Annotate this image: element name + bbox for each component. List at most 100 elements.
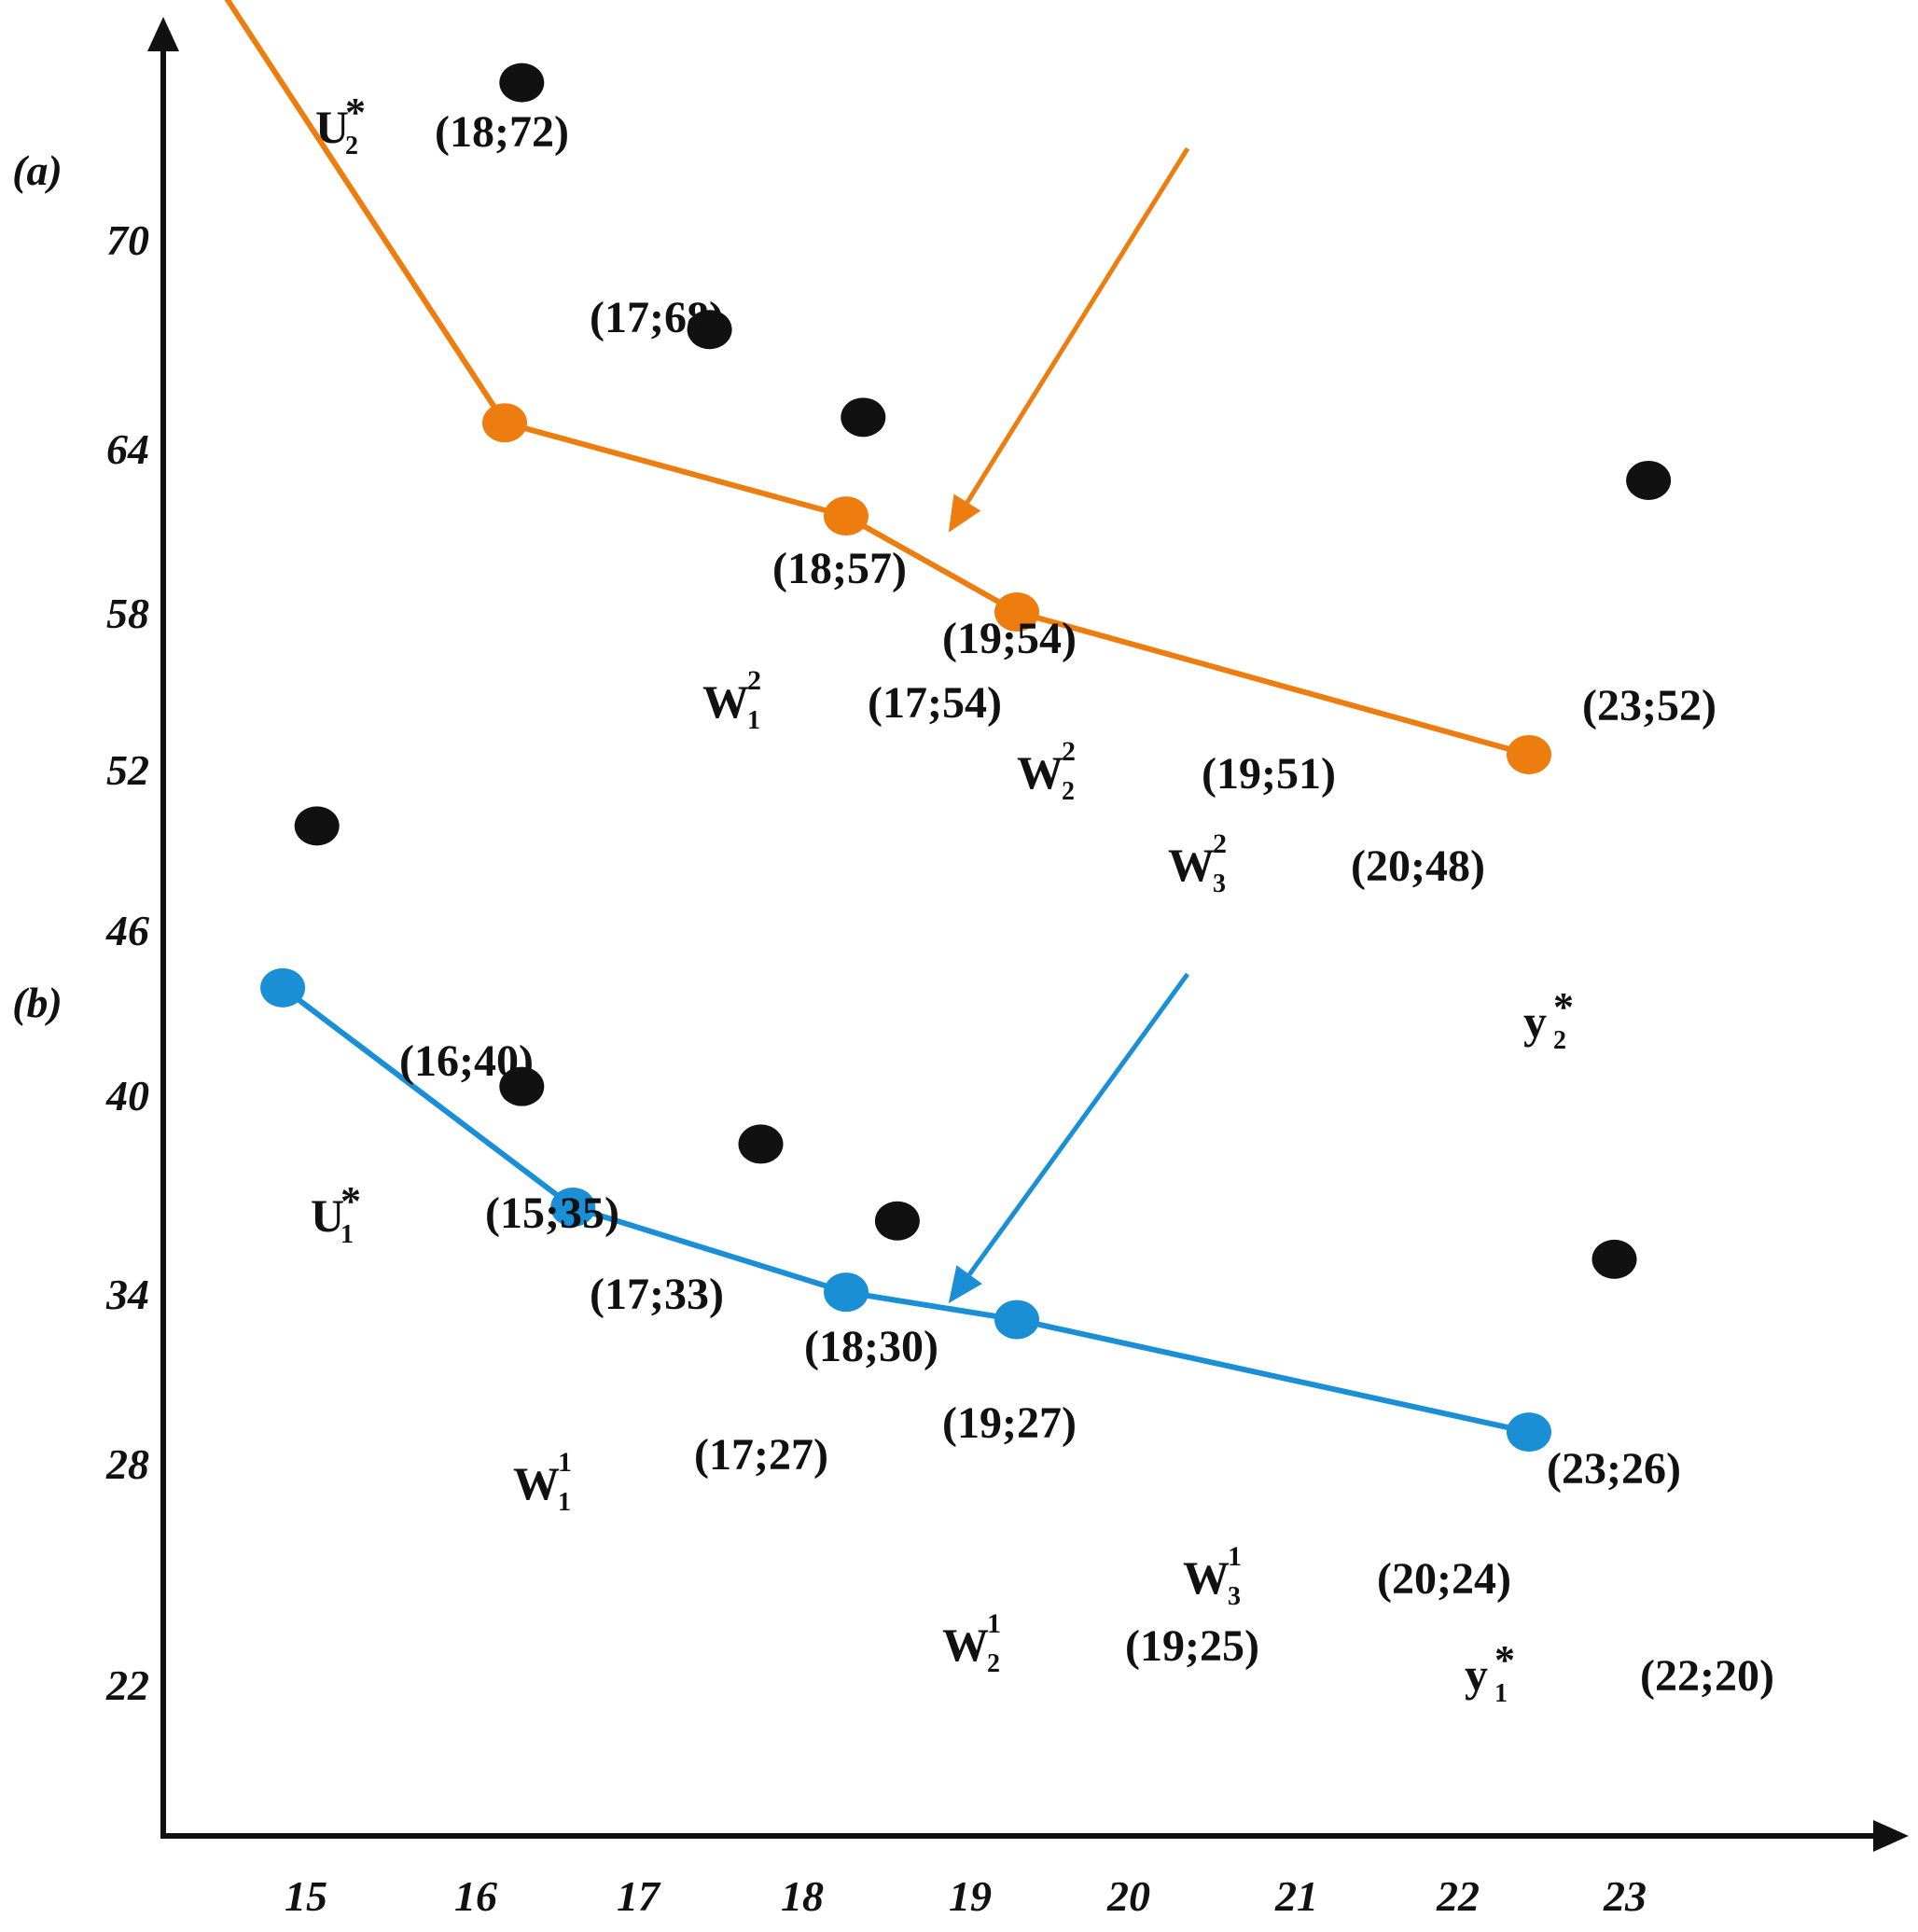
point-coordinate-label: (17;33) [590,1270,724,1319]
point-coordinate-label: (23;26) [1547,1444,1681,1494]
data-point [1626,460,1672,500]
y-tick-label: 58 [106,590,149,637]
series-point [482,403,527,443]
x-tick-label: 19 [949,1872,992,1920]
series-point [1507,1412,1551,1452]
point-coordinate-label: (17;54) [868,678,1002,728]
point-coordinate-label: (22;20) [1640,1651,1774,1701]
point-symbol-subscript: 1 [558,1488,571,1517]
x-tick-label: 21 [1274,1872,1318,1920]
point-symbol-label: W [1168,839,1215,891]
x-tick-label: 20 [1106,1872,1150,1920]
point-symbol-label: U [311,1189,344,1242]
data-point [294,806,340,846]
point-coordinate-label: (19;25) [1125,1621,1259,1671]
point-symbol-label: W [513,1457,560,1509]
series-point [1507,734,1551,774]
point-coordinate-label: (16;40) [399,1036,534,1086]
panel-label: (a) [12,146,63,194]
series-point [994,1300,1039,1340]
panel-label: (b) [12,979,63,1026]
point-symbol-label: W [1017,746,1063,799]
series-lines [224,0,1530,1436]
x-tick-label: 17 [617,1872,661,1920]
series-point [824,1272,869,1313]
arrow-head [948,493,981,533]
point-symbol-subscript: 2 [1062,777,1075,806]
y-axis-arrowhead [147,17,179,51]
arrow-shaft [965,146,1190,504]
point-labels: (18;72) (17;68) (18;57) (19;54) (23;52) (16;4… [311,90,1774,1708]
arrow-head [948,1265,982,1303]
panel-labels: (a) (b) [12,146,63,1026]
series-line [224,0,1530,758]
y-tick-label: 52 [106,746,149,794]
point-symbol-superscript: 2 [747,665,761,696]
point-coordinate-label: (15;35) [485,1188,619,1238]
point-symbol-label: y [1523,995,1547,1048]
point-symbol-subscript: 3 [1213,869,1226,898]
point-coordinate-label: (20;48) [1351,841,1485,891]
point-coordinate-label: (19;51) [1202,749,1336,799]
x-axis-arrowhead [1873,1820,1909,1852]
point-coordinate-label: (17;27) [694,1430,828,1480]
x-tick-label: 18 [781,1872,824,1920]
x-tick-label: 22 [1436,1872,1480,1920]
point-symbol-superscript: 2 [1213,828,1227,859]
y-tick-label: 28 [105,1440,149,1488]
point-symbol-subscript: 1 [747,706,760,735]
data-point [499,63,545,103]
data-point [738,1124,784,1164]
x-tick-label: 15 [285,1872,327,1920]
point-symbol-superscript: * [1494,1637,1515,1683]
point-symbol-label: y [1465,1648,1488,1701]
y-tick-label: 70 [106,216,149,264]
point-coordinate-label: (18;30) [804,1322,938,1371]
point-symbol-label: U [315,101,349,153]
point-symbol-superscript: * [341,1178,361,1224]
point-symbol-label: W [942,1619,989,1671]
point-symbol-label: W [702,675,749,728]
point-symbol-superscript: * [1553,984,1574,1030]
point-symbol-subscript: 2 [345,132,358,160]
point-symbol-subscript: 2 [1553,1026,1566,1055]
axes [147,17,1909,1852]
point-symbol-subscript: 1 [1494,1679,1508,1708]
x-tick-label: 23 [1603,1872,1647,1920]
point-coordinate-label: (23;52) [1582,681,1716,730]
point-symbol-subscript: 3 [1228,1582,1241,1611]
x-tick-label: 16 [454,1872,497,1920]
point-symbol-superscript: 1 [1228,1541,1242,1572]
point-symbol-superscript: * [345,90,366,135]
series-point [994,592,1039,632]
point-coordinate-label: (18;72) [435,107,569,157]
data-point [1591,1239,1637,1279]
y-tick-label: 46 [105,907,149,954]
point-coordinate-label: (18;57) [772,544,907,593]
arrows [948,146,1190,1303]
data-point [499,1066,545,1106]
point-symbol-subscript: 2 [987,1649,1000,1678]
series-point [550,1188,596,1228]
arrow-shaft [967,972,1190,1276]
point-symbol-label: W [1183,1551,1230,1604]
data-points [260,63,1672,1452]
series-point [824,496,869,536]
point-symbol-superscript: 1 [987,1608,1001,1639]
data-point [841,397,886,438]
point-symbol-subscript: 1 [341,1220,354,1249]
data-point [687,310,732,350]
y-tick-label: 34 [105,1271,149,1318]
y-tick-label: 22 [105,1661,149,1709]
y-tick-label: 40 [105,1072,149,1119]
data-point [874,1201,920,1241]
point-symbol-superscript: 1 [558,1447,572,1478]
point-symbol-superscript: 2 [1062,736,1076,767]
point-coordinate-label: (19;27) [942,1398,1077,1448]
series-point [260,967,306,1008]
point-coordinate-label: (17;68) [590,293,724,342]
y-tick-label: 64 [106,425,149,473]
point-coordinate-label: (19;54) [942,614,1077,663]
